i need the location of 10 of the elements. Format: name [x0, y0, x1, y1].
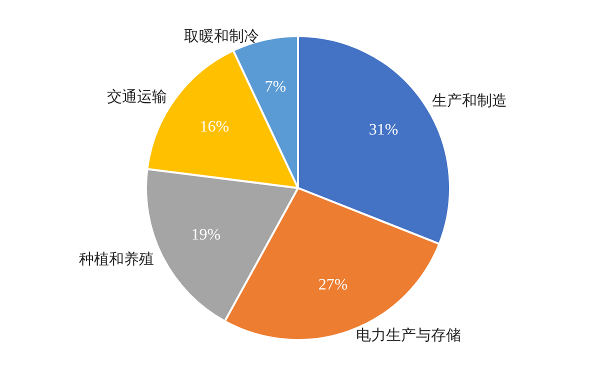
data-label: 27% [318, 276, 348, 294]
slice-label: 交通运输 [106, 87, 167, 106]
data-label: 16% [200, 118, 230, 136]
slice-label: 种植和养殖 [79, 250, 154, 268]
data-label: 31% [368, 121, 398, 138]
slice-label: 取暖和制冷 [184, 26, 259, 45]
slice-label: 生产和制造 [432, 91, 508, 110]
data-label: 7% [264, 78, 286, 96]
data-label: 19% [191, 226, 221, 244]
slice-label: 电力生产与存储 [356, 326, 461, 344]
